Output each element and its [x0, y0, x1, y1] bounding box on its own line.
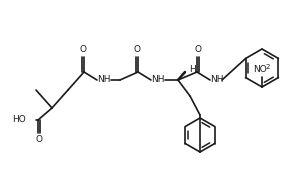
Text: H: H: [189, 64, 196, 73]
Text: O: O: [35, 136, 43, 145]
Text: O: O: [133, 46, 140, 55]
Text: NH: NH: [210, 75, 224, 84]
Text: NH: NH: [151, 75, 165, 84]
Text: HO: HO: [12, 116, 26, 125]
Text: O: O: [79, 46, 87, 55]
Text: NH: NH: [97, 75, 111, 84]
Text: NO: NO: [253, 64, 267, 73]
Text: 2: 2: [266, 64, 270, 70]
Text: O: O: [194, 46, 201, 55]
